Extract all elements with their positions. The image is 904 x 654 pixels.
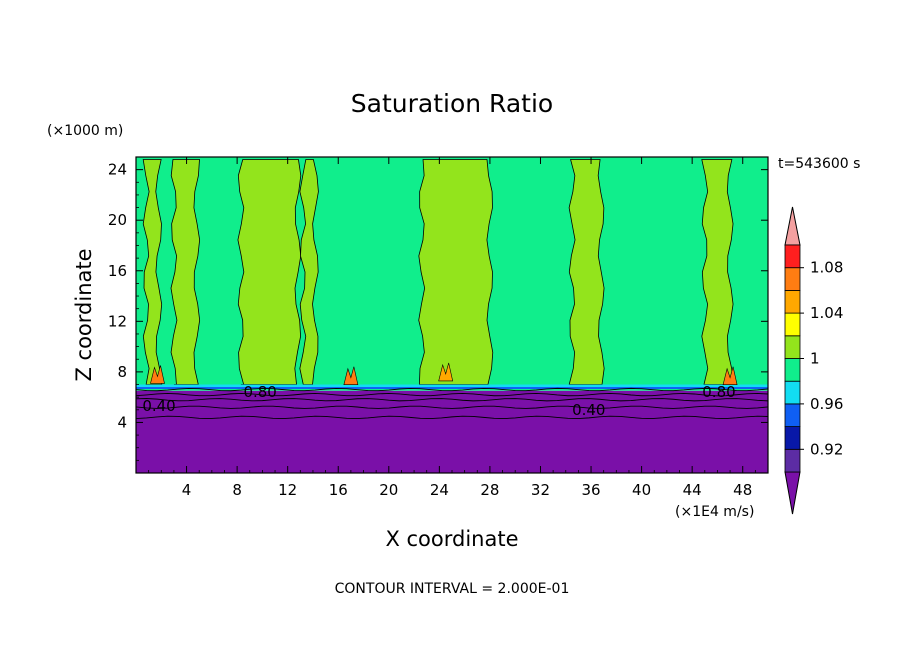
x-tick-label: 16 [329,481,348,499]
x-tick-label: 8 [232,481,242,499]
x-tick-label: 48 [733,481,752,499]
y-tick-label: 16 [108,262,127,280]
x-axis-title: X coordinate [385,527,518,551]
y-tick-label: 4 [117,413,127,431]
y-tick-label: 24 [108,161,127,179]
saturated-column [237,159,302,385]
contour-label: 0.80 [702,383,735,401]
x-tick-label: 12 [278,481,297,499]
x-tick-label: 44 [683,481,702,499]
contour-line [135,392,769,397]
saturated-column [418,159,494,385]
x-tick-label: 24 [430,481,449,499]
colorbar: 0.92 0.96 1 1.04 1.08 [784,206,843,515]
x-tick-label: 28 [480,481,499,499]
contour-label: 0.40 [142,397,175,415]
colorbar-segment [784,244,801,269]
y-axis-ticks: 4 8 12 16 20 24 [108,161,768,461]
colorbar-label: 1.08 [810,259,843,277]
colorbar-over-triangle [784,206,801,246]
contour-label: 0.80 [243,383,276,401]
colorbar-segment [784,358,801,382]
transition-band-blue [136,387,768,390]
colorbar-segment [784,312,801,337]
colorbar-label: 0.96 [810,395,843,413]
colorbar-label: 1.04 [810,304,843,322]
transition-band-cyan [136,384,768,388]
contour-interval-note: CONTOUR INTERVAL = 2.000E-01 [335,581,570,597]
x-axis-ticks: 4 8 12 16 20 24 28 32 36 40 44 48 [148,157,756,499]
colorbar-segment [784,289,801,314]
contour-line [135,405,769,409]
x-tick-label: 32 [531,481,550,499]
saturated-column [568,159,605,385]
colorbar-label: 1 [810,350,820,368]
supersaturated-blob [722,366,738,386]
y-tick-label: 20 [108,211,127,229]
colorbar-segment [784,380,801,405]
saturated-column [701,159,734,385]
contour-line [135,387,769,392]
colorbar-label: 0.92 [810,440,843,458]
y-tick-label: 12 [108,312,127,330]
colorbar-segment [784,267,801,291]
lower-layer [136,390,768,473]
y-tick-label: 8 [117,363,127,381]
x-tick-label: 4 [182,481,192,499]
supersaturated-blob [343,366,359,386]
colorbar-segment [784,403,801,427]
y-axis-title: Z coordinate [72,248,96,381]
colorbar-segment [784,426,801,450]
x-tick-label: 36 [581,481,600,499]
x-tick-label: 40 [632,481,651,499]
chart-title: Saturation Ratio [351,89,553,118]
x-units-label: (×1E4 m/s) [675,504,754,520]
contour-line [135,398,769,402]
colorbar-under-triangle [784,471,801,515]
contour-label: 0.40 [572,401,605,419]
colorbar-segment [784,335,801,359]
supersaturated-blob [150,365,165,384]
saturated-column [299,159,319,385]
time-label: t=543600 s [778,156,860,172]
y-units-label: (×1000 m) [47,123,123,139]
saturated-column [142,159,163,385]
colorbar-segment [784,448,801,473]
supersaturated-blob [438,362,454,382]
plot-area: 0.40 0.40 0.80 0.80 [135,156,769,474]
contour-line [135,415,769,420]
x-tick-label: 20 [379,481,398,499]
